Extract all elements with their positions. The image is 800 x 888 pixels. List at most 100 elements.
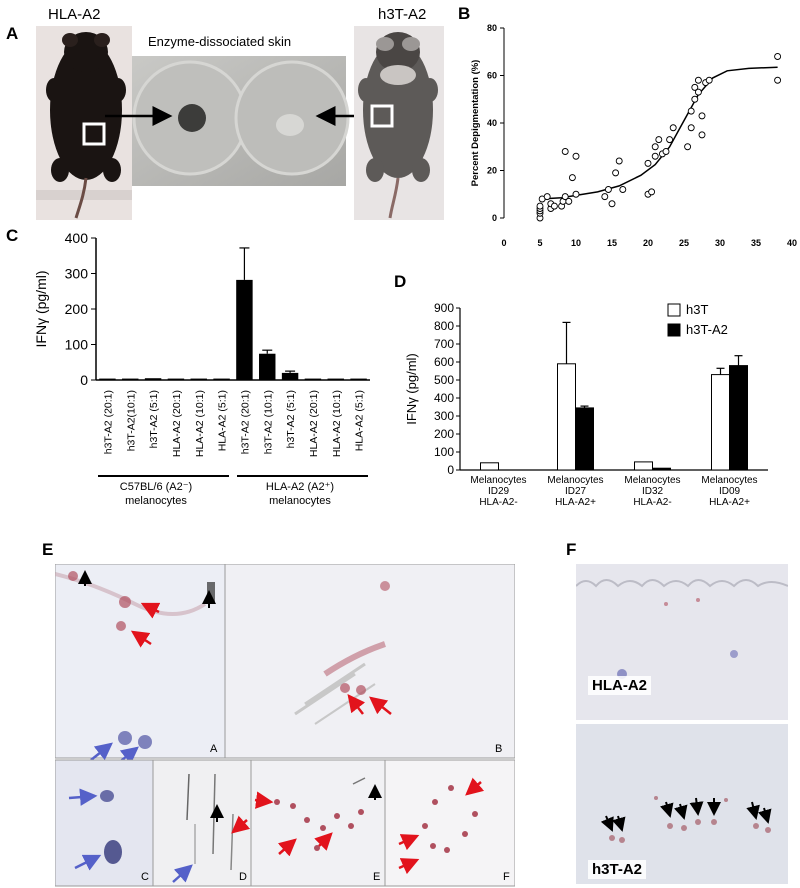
subpanel-a-image xyxy=(55,564,226,759)
b-y-tick-label: 60 xyxy=(487,71,497,81)
panel-a-right-label: h3T-A2 xyxy=(378,6,427,23)
b-x-tick-label: 40 xyxy=(787,238,797,248)
c-bar xyxy=(236,279,253,380)
d-category-label: Melanocytes xyxy=(470,475,526,486)
d-category-label: HLA-A2- xyxy=(479,497,517,508)
b-data-point xyxy=(572,152,580,160)
b-data-point xyxy=(561,193,569,201)
d-y-tick-label: 800 xyxy=(434,319,454,333)
b-data-point xyxy=(694,88,702,96)
b-y-tick-label: 80 xyxy=(487,23,497,33)
hla-a2-skin-image xyxy=(576,564,788,720)
h3t-a2-arrows xyxy=(600,797,772,832)
b-data-point xyxy=(572,190,580,198)
c-category-label: HLA-A2 (20:1) xyxy=(308,390,320,457)
c-bar xyxy=(350,378,367,380)
c-bar xyxy=(190,378,207,380)
c-category-label: h3T-A2 (5:1) xyxy=(148,390,160,448)
c-y-tick-label: 100 xyxy=(65,337,89,353)
d-bar xyxy=(729,365,748,471)
panel-d-letter: D xyxy=(394,272,407,291)
panel-f-micrographs xyxy=(576,564,788,884)
b-y-tick-label: 20 xyxy=(487,166,497,176)
b-x-tick-label: 15 xyxy=(607,238,617,248)
d-category-label: ID32 xyxy=(642,486,664,497)
b-data-point xyxy=(662,148,670,155)
d-category-label: ID27 xyxy=(565,486,587,497)
panel-a-letter: A xyxy=(6,24,19,43)
panel-c-chart: 0 100 200 300 400 IFNγ (pg/ml) h3T-A2 (20:1) h3… xyxy=(33,230,370,477)
c-category-label: h3T-A2(10:1) xyxy=(125,390,137,451)
b-data-point xyxy=(774,53,782,60)
c-bar xyxy=(99,378,116,380)
b-data-point xyxy=(612,169,620,177)
c-category-label: HLA-A2 (5:1) xyxy=(217,390,229,451)
b-x-tick-label: 5 xyxy=(537,238,542,248)
b-data-point xyxy=(666,136,674,144)
d-y-tick-label: 500 xyxy=(434,373,454,387)
group-2-label: HLA-A2 (A2⁺) xyxy=(265,481,335,493)
panel-a-photos xyxy=(36,26,444,220)
b-data-point xyxy=(687,124,695,132)
b-x-tick-label: 30 xyxy=(715,238,725,248)
right-skin-sample-box xyxy=(370,104,394,128)
d-category-label: ID09 xyxy=(719,486,741,497)
c-y-tick-label: 0 xyxy=(80,372,88,388)
c-category-label: HLA-A2 (10:1) xyxy=(194,390,206,457)
c-category-label: HLA-A2 (10:1) xyxy=(331,390,343,457)
b-data-point xyxy=(615,157,623,165)
panel-e-letter: E xyxy=(42,540,54,559)
c-category-label: h3T-A2 (20:1) xyxy=(239,390,251,454)
d-y-tick-label: 600 xyxy=(434,355,454,369)
panel-b-chart: 0204060800510152025303540Age (wks)Percen… xyxy=(470,23,797,248)
c-bar xyxy=(167,378,185,380)
b-data-point xyxy=(705,76,713,84)
panel-d-chart: 0 100 200 300 400 500 600 700 800 900 IFNγ (pg/ml)… xyxy=(404,301,768,508)
d-bar xyxy=(711,374,730,471)
b-data-point xyxy=(669,124,677,132)
d-bar xyxy=(575,407,594,471)
group-2-sublabel: melanocytes xyxy=(269,495,331,507)
b-data-point xyxy=(536,202,544,210)
d-category-label: HLA-A2- xyxy=(633,497,671,508)
b-data-point xyxy=(601,193,609,201)
d-category-label: HLA-A2+ xyxy=(555,497,596,508)
panel-f-letter: F xyxy=(566,540,577,559)
c-bar xyxy=(213,378,230,380)
d-legend-label: h3T-A2 xyxy=(686,322,728,337)
c-bar xyxy=(144,378,162,380)
d-y-tick-label: 200 xyxy=(434,427,454,441)
d-legend-label: h3T xyxy=(686,302,708,317)
b-data-point xyxy=(694,76,702,84)
b-data-point xyxy=(655,136,663,144)
panel-f-bottom-label: h3T-A2 xyxy=(588,860,647,879)
b-x-tick-label: 35 xyxy=(751,238,761,248)
d-category-label: HLA-A2+ xyxy=(709,497,750,508)
subpanel-d-label: D xyxy=(239,871,247,883)
c-y-tick-label: 400 xyxy=(65,230,89,246)
c-bar xyxy=(281,372,299,380)
d-legend-swatch xyxy=(667,303,681,317)
pigmented-skin-piece xyxy=(178,104,206,132)
b-data-point xyxy=(568,174,576,182)
b-data-point xyxy=(698,112,706,120)
b-data-point xyxy=(561,148,569,155)
d-category-label: Melanocytes xyxy=(624,475,680,486)
group-1-sublabel: melanocytes xyxy=(125,495,187,507)
b-data-point xyxy=(619,186,627,193)
b-x-tick-label: 10 xyxy=(571,238,581,248)
c-bar xyxy=(327,378,344,380)
d-y-tick-label: 700 xyxy=(434,337,454,351)
d-bar xyxy=(480,462,499,471)
b-x-tick-label: 25 xyxy=(679,238,689,248)
subpanel-d-image xyxy=(152,759,252,887)
subpanel-e-image xyxy=(250,759,386,887)
panel-c-group-2: HLA-A2 (A2⁺) melanocytes xyxy=(238,480,362,508)
c-bar xyxy=(122,378,139,380)
subpanel-b-image xyxy=(224,564,515,759)
d-category-label: Melanocytes xyxy=(547,475,603,486)
subpanel-a-label: A xyxy=(210,743,218,755)
panel-a-left-label: HLA-A2 xyxy=(48,6,101,23)
panel-a-center-title: Enzyme-dissociated skin xyxy=(148,34,292,49)
c-category-label: h3T-A2 (10:1) xyxy=(262,390,274,454)
